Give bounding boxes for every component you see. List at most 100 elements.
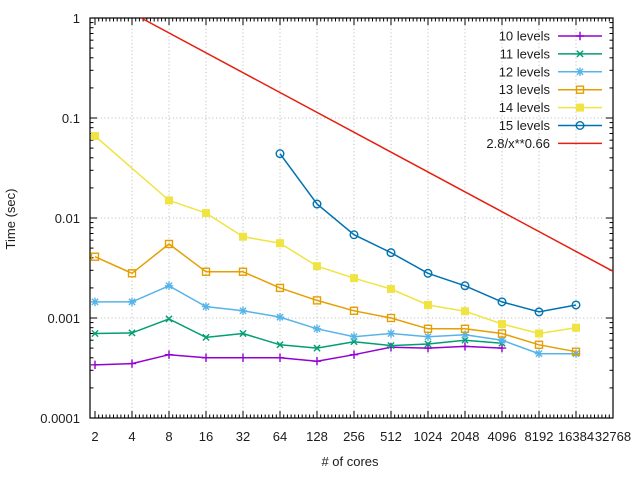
marker-open-square-icon	[201, 267, 211, 276]
marker-asterisk-icon	[238, 306, 248, 316]
series-line	[94, 318, 503, 349]
x-tick-label: 1024	[414, 429, 443, 444]
legend-label: 13 levels	[499, 82, 551, 97]
marker-filled-square-icon	[165, 196, 173, 205]
marker-filled-square-icon	[276, 239, 284, 248]
marker-filled-square-icon	[202, 209, 210, 218]
legend-label: 12 levels	[499, 64, 551, 79]
marker-open-circle-icon	[312, 199, 322, 209]
marker-filled-square-icon	[424, 300, 432, 309]
marker-plus-icon	[127, 359, 137, 368]
legend-label: 14 levels	[499, 100, 551, 115]
legend-label: 11 levels	[500, 46, 551, 61]
marker-asterisk-icon	[90, 297, 100, 307]
marker-plus-icon	[90, 360, 100, 370]
x-tick-label: 4096	[488, 429, 517, 444]
marker-open-square-icon	[571, 347, 581, 356]
x-tick-label: 512	[380, 429, 402, 444]
marker-plus-icon	[201, 353, 211, 362]
marker-open-square-icon	[275, 283, 285, 293]
series-line	[94, 243, 577, 353]
x-tick-label: 256	[343, 429, 365, 444]
marker-asterisk-icon	[386, 329, 396, 338]
marker-filled-square-icon	[498, 320, 506, 329]
marker-filled-square-icon	[387, 284, 395, 293]
series-line	[94, 345, 503, 366]
marker-asterisk-icon	[312, 324, 322, 333]
marker-filled-square-icon	[313, 262, 321, 271]
marker-plus-icon	[386, 343, 396, 352]
y-tick-label: 0.001	[47, 311, 80, 326]
marker-asterisk-icon	[275, 312, 285, 322]
series-13-levels	[90, 239, 581, 356]
legend-label: 15 levels	[499, 118, 551, 133]
x-tick-label: 16384	[558, 429, 594, 444]
marker-open-circle-icon	[423, 268, 433, 278]
marker-plus-icon	[312, 356, 322, 366]
marker-filled-square-icon	[461, 307, 469, 316]
marker-open-square-icon	[312, 296, 322, 305]
marker-open-square-icon	[349, 306, 359, 316]
marker-filled-square-icon	[91, 132, 99, 141]
marker-plus-icon	[275, 353, 285, 362]
x-tick-label: 2	[91, 429, 98, 444]
marker-open-circle-icon	[386, 248, 396, 258]
marker-asterisk-icon	[423, 332, 433, 341]
x-tick-label: 8	[165, 429, 172, 444]
marker-open-circle-icon	[571, 300, 581, 310]
series-15-levels	[275, 149, 581, 317]
marker-x-icon	[276, 341, 284, 349]
marker-open-square-icon	[497, 329, 507, 338]
marker-open-circle-icon	[575, 120, 585, 130]
marker-x-icon	[202, 333, 210, 341]
marker-plus-icon	[164, 350, 174, 359]
x-tick-label: 2048	[451, 429, 480, 444]
marker-asterisk-icon	[127, 297, 137, 307]
y-axis-title: Time (sec)	[3, 189, 18, 250]
marker-x-icon	[424, 340, 432, 348]
marker-x-icon	[461, 336, 469, 344]
marker-asterisk-icon	[349, 332, 359, 341]
x-tick-label: 32	[236, 429, 250, 444]
y-tick-label: 0.0001	[40, 411, 80, 426]
marker-asterisk-icon	[201, 302, 211, 311]
y-tick-label: 0.01	[55, 211, 80, 226]
marker-filled-square-icon	[535, 329, 543, 338]
marker-open-square-icon	[423, 324, 433, 333]
marker-filled-square-icon	[350, 274, 358, 283]
x-tick-label: 128	[306, 429, 328, 444]
marker-x-icon	[576, 50, 584, 58]
marker-open-square-icon	[534, 340, 544, 349]
plot-area: 2 4 8 16 32 64 128 256 512 1024 2048 4096 8192 16384 3…	[40, 11, 631, 444]
marker-plus-icon	[497, 343, 507, 353]
marker-x-icon	[128, 329, 136, 337]
marker-asterisk-icon	[460, 330, 470, 339]
legend-label: 10 levels	[499, 29, 551, 44]
y-tick-label: 1	[73, 11, 80, 26]
marker-open-square-icon	[164, 239, 174, 249]
marker-x-icon	[387, 341, 395, 350]
legend-label: 2.8/x**0.66	[486, 136, 550, 151]
marker-x-icon	[313, 344, 321, 352]
x-tick-label: 16	[199, 429, 213, 444]
marker-plus-icon	[460, 342, 470, 351]
marker-open-circle-icon	[460, 281, 470, 291]
marker-asterisk-icon	[571, 349, 581, 358]
x-tick-label: 64	[273, 429, 287, 444]
marker-open-circle-icon	[349, 230, 359, 240]
marker-open-square-icon	[575, 85, 585, 94]
series-14-levels	[91, 132, 580, 338]
series-line	[279, 153, 577, 313]
y-tick-label: 0.1	[62, 111, 80, 126]
marker-open-circle-icon	[497, 297, 507, 307]
x-tick-label: 8192	[525, 429, 554, 444]
marker-plus-icon	[349, 350, 359, 359]
marker-plus-icon	[423, 343, 433, 353]
marker-plus-icon	[238, 353, 248, 362]
marker-open-square-icon	[90, 252, 100, 261]
marker-open-circle-icon	[534, 307, 544, 317]
marker-asterisk-icon	[497, 335, 507, 345]
